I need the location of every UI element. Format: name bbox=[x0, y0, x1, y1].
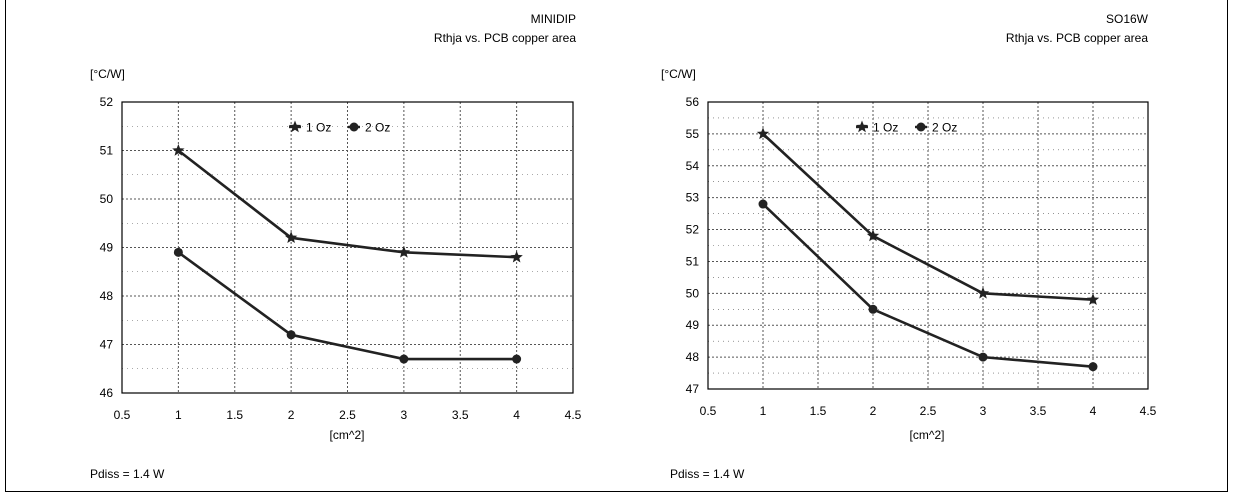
y-tick-label: 51 bbox=[100, 144, 114, 158]
y-tick-label: 50 bbox=[100, 192, 114, 206]
data-point bbox=[510, 251, 522, 263]
x-tick-label: 3 bbox=[401, 408, 408, 422]
data-point bbox=[399, 355, 408, 364]
data-point bbox=[869, 305, 878, 314]
y-tick-label: 48 bbox=[100, 289, 114, 303]
x-tick-label: 1 bbox=[175, 408, 182, 422]
y-tick-label: 47 bbox=[100, 338, 114, 352]
legend-label: 1 Oz bbox=[306, 121, 331, 135]
y-tick-label: 55 bbox=[686, 127, 700, 141]
power-note: Pdiss = 1.4 W bbox=[670, 467, 745, 481]
y-tick-label: 50 bbox=[686, 286, 700, 300]
legend: 1 Oz 2 Oz bbox=[856, 121, 958, 135]
chart-panel-so16w: SO16W Rthja vs. PCB copper area [°C/W] [… bbox=[617, 0, 1229, 492]
legend-label: 2 Oz bbox=[932, 121, 957, 135]
chart-panel-minidip: MINIDIP Rthja vs. PCB copper area [°C/W]… bbox=[5, 0, 617, 492]
y-tick-label: 52 bbox=[100, 95, 114, 109]
data-point bbox=[512, 355, 521, 364]
y-tick-label: 49 bbox=[100, 241, 114, 255]
grid bbox=[122, 102, 573, 393]
x-tick-label: 3 bbox=[980, 404, 987, 418]
data-point bbox=[1089, 362, 1098, 371]
x-axis-label: [cm^2] bbox=[330, 428, 365, 442]
y-tick-label: 54 bbox=[686, 159, 700, 173]
x-tick-label: 0.5 bbox=[700, 404, 717, 418]
y-tick-label: 51 bbox=[686, 254, 700, 268]
x-tick-label: 4 bbox=[1090, 404, 1097, 418]
data-point bbox=[287, 330, 296, 339]
x-tick-label: 1.5 bbox=[810, 404, 827, 418]
y-tick-label: 46 bbox=[100, 386, 114, 400]
y-tick-label: 52 bbox=[686, 223, 700, 237]
y-tick-label: 53 bbox=[686, 191, 700, 205]
x-tick-label: 1 bbox=[760, 404, 767, 418]
y-tick-label: 48 bbox=[686, 350, 700, 364]
x-tick-label: 2 bbox=[870, 404, 877, 418]
chart-title: MINIDIP bbox=[531, 12, 576, 26]
y-tick-label: 47 bbox=[686, 382, 700, 396]
x-tick-label: 2.5 bbox=[920, 404, 937, 418]
legend-marker bbox=[350, 123, 359, 132]
x-tick-label: 2.5 bbox=[339, 408, 356, 422]
x-tick-label: 1.5 bbox=[226, 408, 243, 422]
data-point bbox=[174, 248, 183, 257]
y-axis-label: [°C/W] bbox=[90, 67, 125, 81]
chart-title: SO16W bbox=[1106, 12, 1149, 26]
x-tick-label: 0.5 bbox=[114, 408, 131, 422]
data-point bbox=[979, 353, 988, 362]
y-tick-label: 56 bbox=[686, 95, 700, 109]
chart-subtitle: Rthja vs. PCB copper area bbox=[1006, 31, 1148, 45]
chart-minidip: MINIDIP Rthja vs. PCB copper area [°C/W]… bbox=[5, 0, 617, 492]
x-tick-label: 3.5 bbox=[452, 408, 469, 422]
chart-so16w: SO16W Rthja vs. PCB copper area [°C/W] [… bbox=[617, 0, 1229, 492]
chart-subtitle: Rthja vs. PCB copper area bbox=[434, 31, 576, 45]
legend-label: 2 Oz bbox=[365, 121, 390, 135]
legend: 1 Oz 2 Oz bbox=[289, 121, 391, 135]
legend-marker bbox=[856, 121, 868, 133]
y-axis-label: [°C/W] bbox=[661, 67, 696, 81]
data-point bbox=[977, 287, 989, 299]
x-tick-label: 3.5 bbox=[1030, 404, 1047, 418]
y-tick-label: 49 bbox=[686, 318, 700, 332]
legend-label: 1 Oz bbox=[873, 121, 898, 135]
data-point bbox=[759, 200, 768, 209]
power-note: Pdiss = 1.4 W bbox=[90, 467, 165, 481]
x-axis-label: [cm^2] bbox=[910, 428, 945, 442]
x-tick-label: 4 bbox=[513, 408, 520, 422]
x-tick-label: 4.5 bbox=[565, 408, 582, 422]
legend-marker bbox=[917, 123, 926, 132]
x-tick-label: 2 bbox=[288, 408, 295, 422]
x-tick-label: 4.5 bbox=[1140, 404, 1157, 418]
